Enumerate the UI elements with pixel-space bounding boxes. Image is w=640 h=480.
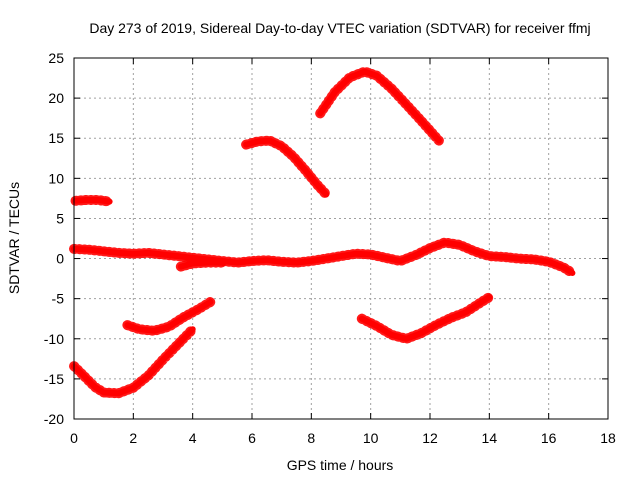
chart-title: Day 273 of 2019, Sidereal Day-to-day VTE… [89,20,590,36]
series-arc-1-markers [70,195,115,207]
y-tick-label: 25 [48,50,64,66]
x-tick-label: 18 [600,430,616,446]
y-tick-label: -15 [44,371,64,387]
y-tick-label: 5 [56,210,64,226]
y-tick-label: 10 [48,170,64,186]
series-arc-6-markers [122,296,216,336]
data-series [69,66,578,399]
x-tick-label: 6 [248,430,256,446]
y-axis-label: SDTVAR / TECUs [6,182,22,294]
y-tick-label: 15 [48,130,64,146]
y-tick-label: 0 [56,251,64,267]
x-axis-label: GPS time / hours [287,457,394,473]
y-tick-label: -5 [52,291,65,307]
series-arc-2-markers [69,237,578,278]
y-tick-label: -20 [44,411,64,427]
x-tick-label: 16 [541,430,557,446]
x-tick-label: 14 [482,430,498,446]
y-tick-label: 20 [48,90,64,106]
series-arc-8-markers [356,292,495,344]
x-tick-label: 12 [422,430,438,446]
x-tick-label: 2 [129,430,137,446]
x-tick-label: 8 [307,430,315,446]
series-arc-4-markers [241,135,332,200]
x-tick-label: 0 [70,430,78,446]
axis-ticks: 0 2 4 6 8 10 12 14 16 18 -20 -15 -10 -5 0 5 10 15 20 25 [44,50,616,446]
series-arc-5-markers [315,66,444,146]
series-arc-7-markers [69,324,198,399]
series-arc-3-markers [175,257,228,272]
y-tick-label: -10 [44,331,64,347]
plot-frame [73,57,609,420]
x-tick-label: 10 [363,430,379,446]
x-tick-label: 4 [189,430,197,446]
